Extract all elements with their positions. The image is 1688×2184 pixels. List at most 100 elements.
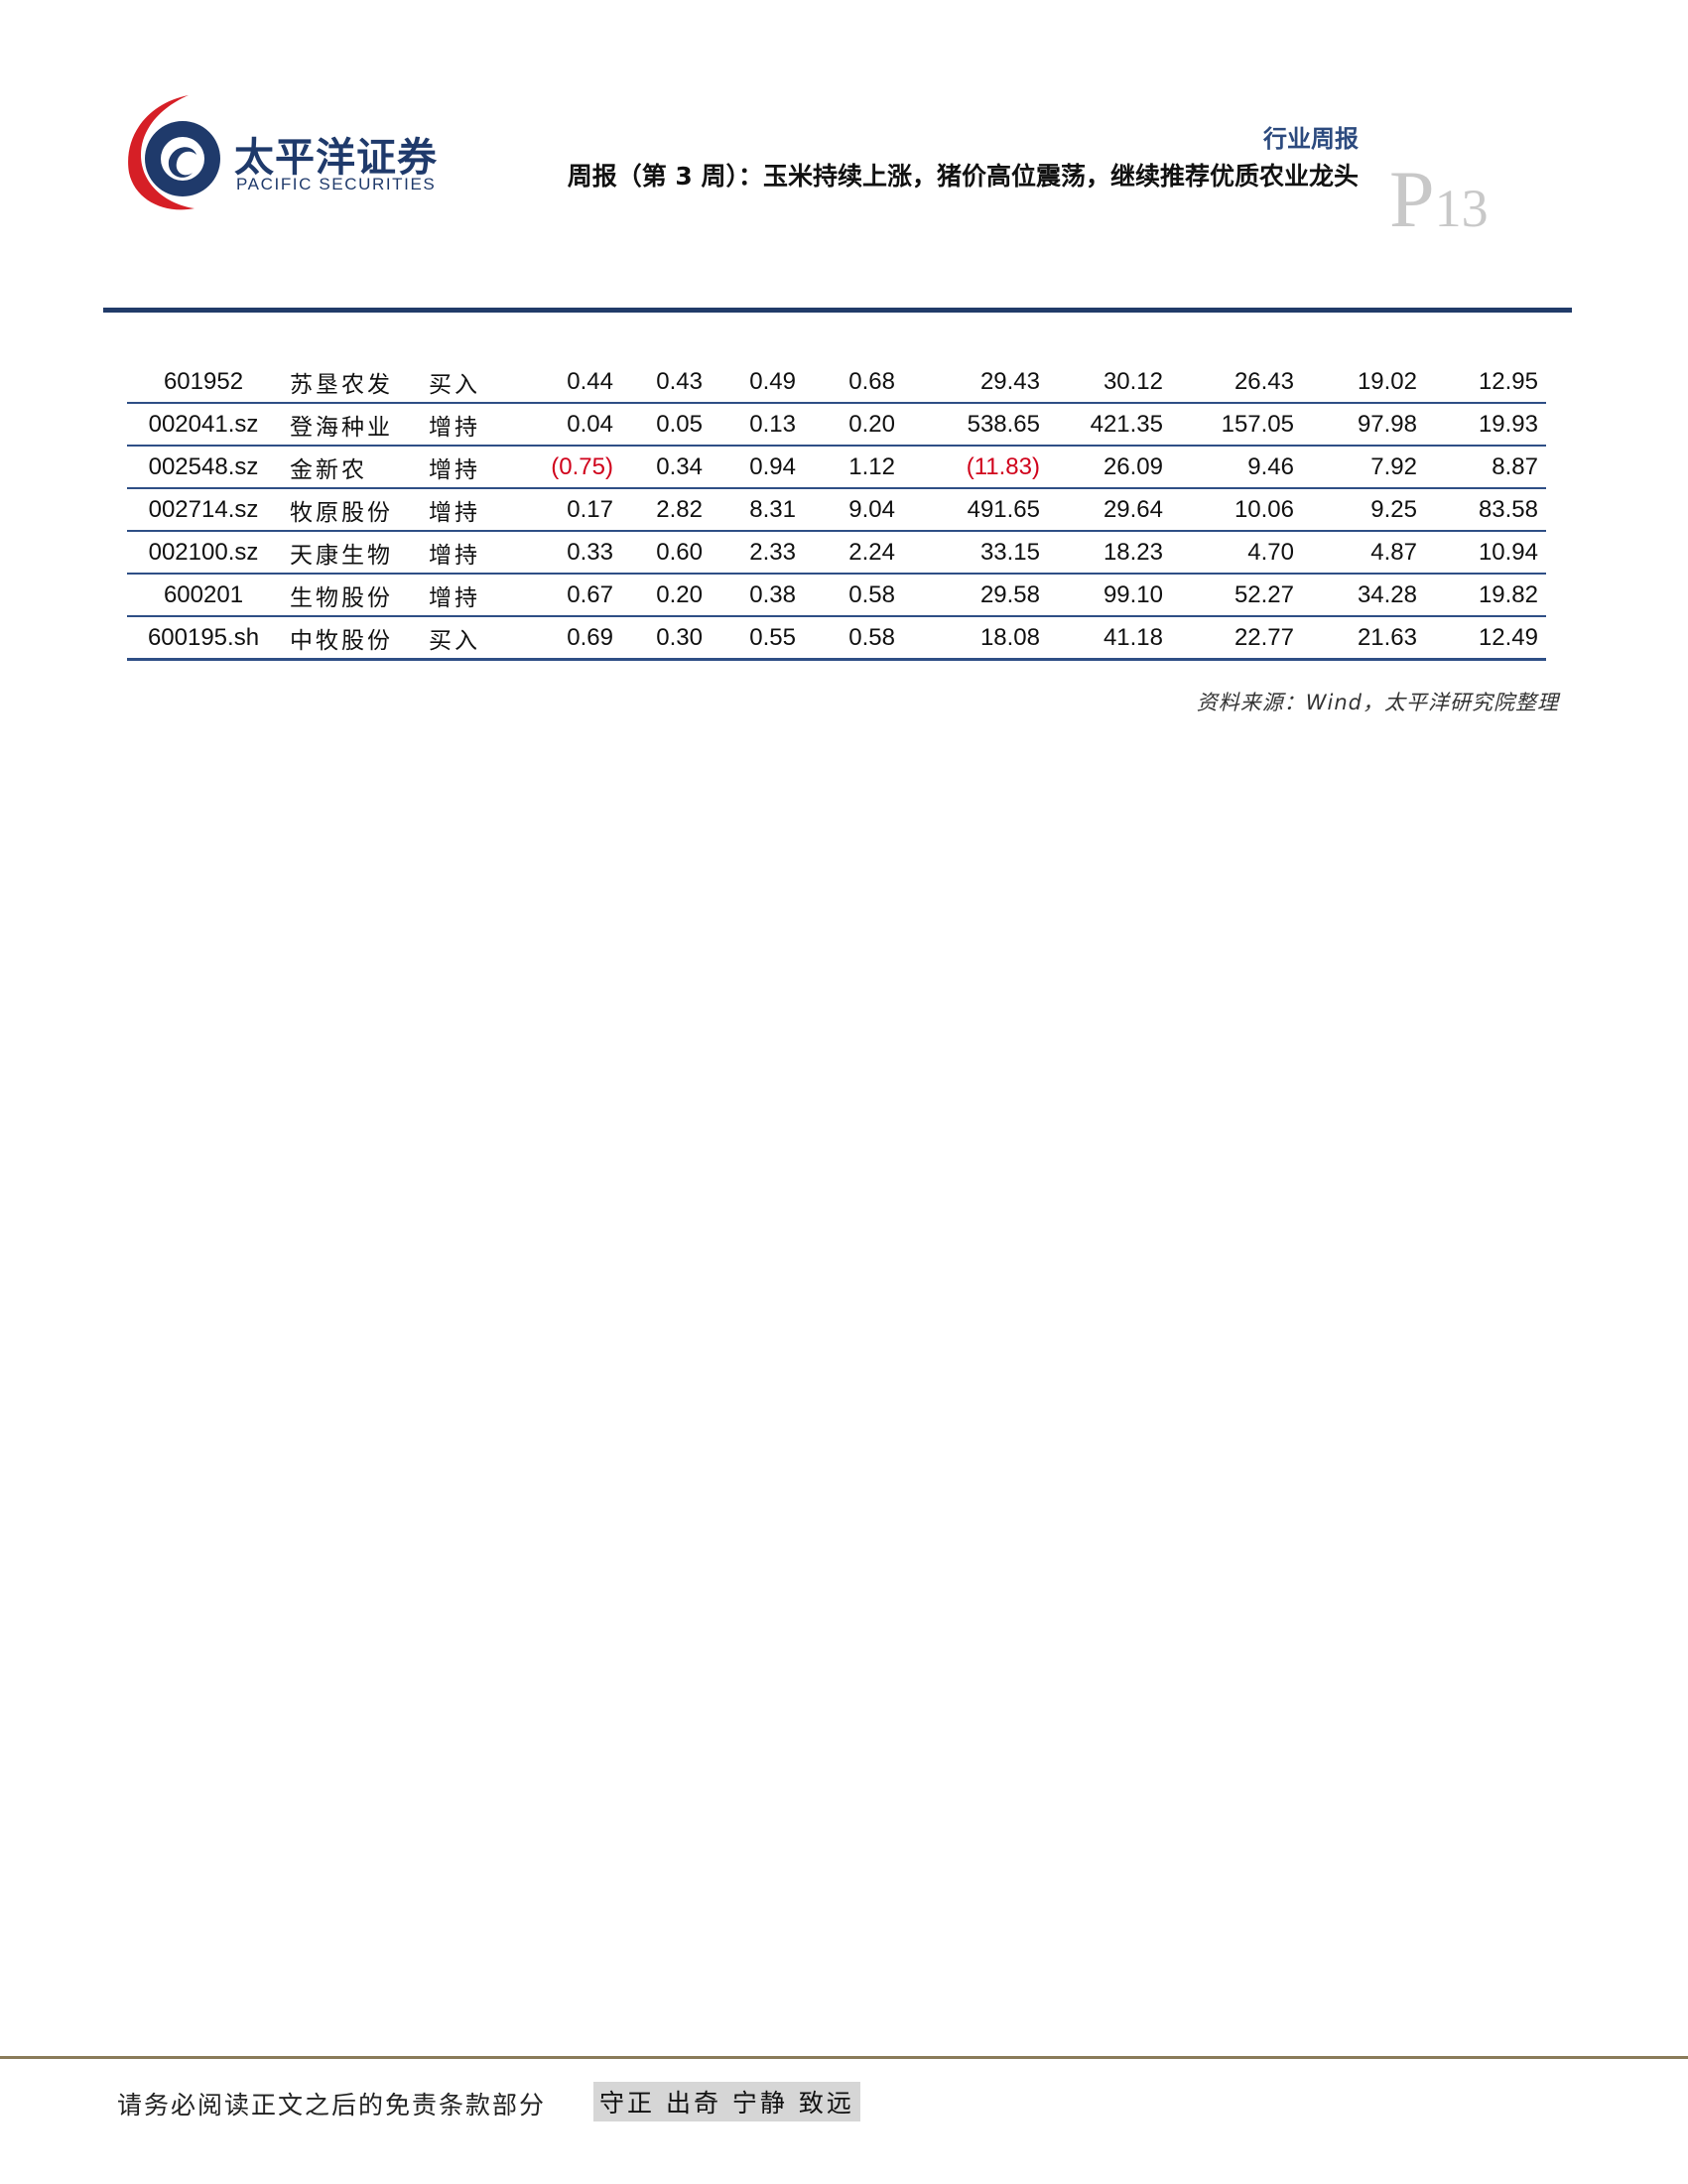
cell-pe-4: 21.63 bbox=[1302, 616, 1425, 661]
cell-eps-3: 0.38 bbox=[711, 574, 804, 617]
table-row: 002041.sz 登海种业 增持 0.04 0.05 0.13 0.20 538.65 421… bbox=[127, 403, 1546, 447]
cell-stock-name: 登海种业 bbox=[280, 403, 419, 447]
cell-pe-2: 30.12 bbox=[1048, 361, 1171, 404]
table-row: 002714.sz 牧原股份 增持 0.17 2.82 8.31 9.04 491.65 29.… bbox=[127, 488, 1546, 532]
cell-pe-1: 18.08 bbox=[903, 616, 1048, 661]
cell-pe-2: 26.09 bbox=[1048, 446, 1171, 489]
cell-price: 19.93 bbox=[1425, 403, 1546, 447]
logo-company-name-cn: 太平洋证券 bbox=[234, 135, 438, 181]
cell-stock-name: 生物股份 bbox=[280, 574, 419, 617]
cell-stock-code: 600195.sh bbox=[127, 616, 280, 661]
cell-eps-4: 9.04 bbox=[804, 488, 903, 532]
cell-pe-1: 29.43 bbox=[903, 361, 1048, 404]
cell-eps-4: 0.58 bbox=[804, 574, 903, 617]
cell-eps-1: (0.75) bbox=[528, 446, 621, 489]
table-row: 600201 生物股份 增持 0.67 0.20 0.38 0.58 29.58 99.10 52… bbox=[127, 574, 1546, 617]
cell-pe-3: 9.46 bbox=[1171, 446, 1302, 489]
cell-eps-1: 0.04 bbox=[528, 403, 621, 447]
cell-pe-3: 10.06 bbox=[1171, 488, 1302, 532]
header-divider bbox=[103, 308, 1572, 313]
cell-stock-code: 002548.sz bbox=[127, 446, 280, 489]
cell-pe-2: 29.64 bbox=[1048, 488, 1171, 532]
footer-disclaimer: 请务必阅读正文之后的免责条款部分 bbox=[117, 2091, 547, 2120]
cell-eps-1: 0.69 bbox=[528, 616, 621, 661]
cell-eps-4: 0.20 bbox=[804, 403, 903, 447]
cell-price: 19.82 bbox=[1425, 574, 1546, 617]
stock-forecast-table: 601952 苏垦农发 买入 0.44 0.43 0.49 0.68 29.43 30.12 26… bbox=[127, 361, 1546, 661]
report-title: 周报（第 3 周）：玉米持续上涨，猪价高位震荡，继续推荐优质农业龙头 bbox=[567, 162, 1359, 191]
cell-eps-2: 0.05 bbox=[621, 403, 711, 447]
page-number-prefix: P bbox=[1389, 154, 1435, 244]
cell-stock-code: 601952 bbox=[127, 361, 280, 404]
source-note: 资料来源：Wind，太平洋研究院整理 bbox=[1196, 691, 1559, 714]
cell-pe-3: 4.70 bbox=[1171, 531, 1302, 575]
cell-pe-2: 18.23 bbox=[1048, 531, 1171, 575]
cell-stock-name: 苏垦农发 bbox=[280, 361, 419, 404]
cell-pe-1: 491.65 bbox=[903, 488, 1048, 532]
cell-eps-1: 0.17 bbox=[528, 488, 621, 532]
cell-stock-name: 天康生物 bbox=[280, 531, 419, 575]
logo-company-name-en: PACIFIC SECURITIES bbox=[236, 175, 437, 193]
cell-price: 12.49 bbox=[1425, 616, 1546, 661]
page-number-value: 13 bbox=[1434, 179, 1489, 238]
cell-eps-2: 0.30 bbox=[621, 616, 711, 661]
cell-rating: 增持 bbox=[419, 403, 528, 447]
cell-pe-4: 34.28 bbox=[1302, 574, 1425, 617]
cell-eps-4: 0.58 bbox=[804, 616, 903, 661]
cell-price: 8.87 bbox=[1425, 446, 1546, 489]
cell-pe-1: (11.83) bbox=[903, 446, 1048, 489]
report-type-label: 行业周报 bbox=[1263, 125, 1359, 153]
cell-stock-code: 002714.sz bbox=[127, 488, 280, 532]
cell-eps-4: 0.68 bbox=[804, 361, 903, 404]
cell-stock-code: 600201 bbox=[127, 574, 280, 617]
cell-stock-name: 中牧股份 bbox=[280, 616, 419, 661]
cell-pe-3: 157.05 bbox=[1171, 403, 1302, 447]
cell-price: 12.95 bbox=[1425, 361, 1546, 404]
cell-pe-4: 97.98 bbox=[1302, 403, 1425, 447]
cell-eps-2: 0.43 bbox=[621, 361, 711, 404]
cell-eps-3: 0.94 bbox=[711, 446, 804, 489]
cell-rating: 增持 bbox=[419, 574, 528, 617]
cell-pe-4: 4.87 bbox=[1302, 531, 1425, 575]
cell-stock-code: 002100.sz bbox=[127, 531, 280, 575]
cell-eps-3: 2.33 bbox=[711, 531, 804, 575]
cell-pe-2: 99.10 bbox=[1048, 574, 1171, 617]
cell-eps-2: 0.34 bbox=[621, 446, 711, 489]
cell-stock-code: 002041.sz bbox=[127, 403, 280, 447]
cell-pe-3: 26.43 bbox=[1171, 361, 1302, 404]
cell-rating: 增持 bbox=[419, 446, 528, 489]
cell-price: 83.58 bbox=[1425, 488, 1546, 532]
cell-stock-name: 牧原股份 bbox=[280, 488, 419, 532]
page-number: P13 bbox=[1389, 159, 1489, 240]
cell-eps-1: 0.67 bbox=[528, 574, 621, 617]
cell-eps-1: 0.33 bbox=[528, 531, 621, 575]
cell-pe-1: 538.65 bbox=[903, 403, 1048, 447]
cell-rating: 增持 bbox=[419, 531, 528, 575]
cell-pe-3: 22.77 bbox=[1171, 616, 1302, 661]
cell-rating: 买入 bbox=[419, 616, 528, 661]
footer-motto: 守正 出奇 宁静 致远 bbox=[593, 2082, 860, 2121]
table-row: 002100.sz 天康生物 增持 0.33 0.60 2.33 2.24 33.15 18.2… bbox=[127, 531, 1546, 575]
cell-stock-name: 金新农 bbox=[280, 446, 419, 489]
company-logo bbox=[128, 95, 220, 210]
cell-rating: 增持 bbox=[419, 488, 528, 532]
cell-pe-4: 19.02 bbox=[1302, 361, 1425, 404]
cell-eps-4: 1.12 bbox=[804, 446, 903, 489]
table-row: 601952 苏垦农发 买入 0.44 0.43 0.49 0.68 29.43 30.12 26… bbox=[127, 361, 1546, 404]
cell-eps-2: 0.60 bbox=[621, 531, 711, 575]
table-row: 002548.sz 金新农 增持 (0.75) 0.34 0.94 1.12 (11.83) 2… bbox=[127, 446, 1546, 489]
footer-divider bbox=[0, 2056, 1688, 2059]
cell-eps-1: 0.44 bbox=[528, 361, 621, 404]
cell-eps-4: 2.24 bbox=[804, 531, 903, 575]
cell-rating: 买入 bbox=[419, 361, 528, 404]
cell-pe-1: 33.15 bbox=[903, 531, 1048, 575]
cell-eps-3: 0.55 bbox=[711, 616, 804, 661]
cell-pe-3: 52.27 bbox=[1171, 574, 1302, 617]
cell-price: 10.94 bbox=[1425, 531, 1546, 575]
cell-pe-4: 7.92 bbox=[1302, 446, 1425, 489]
cell-eps-2: 2.82 bbox=[621, 488, 711, 532]
table-row: 600195.sh 中牧股份 买入 0.69 0.30 0.55 0.58 18.08 41.1… bbox=[127, 616, 1546, 661]
cell-eps-3: 0.13 bbox=[711, 403, 804, 447]
cell-eps-3: 0.49 bbox=[711, 361, 804, 404]
cell-eps-3: 8.31 bbox=[711, 488, 804, 532]
